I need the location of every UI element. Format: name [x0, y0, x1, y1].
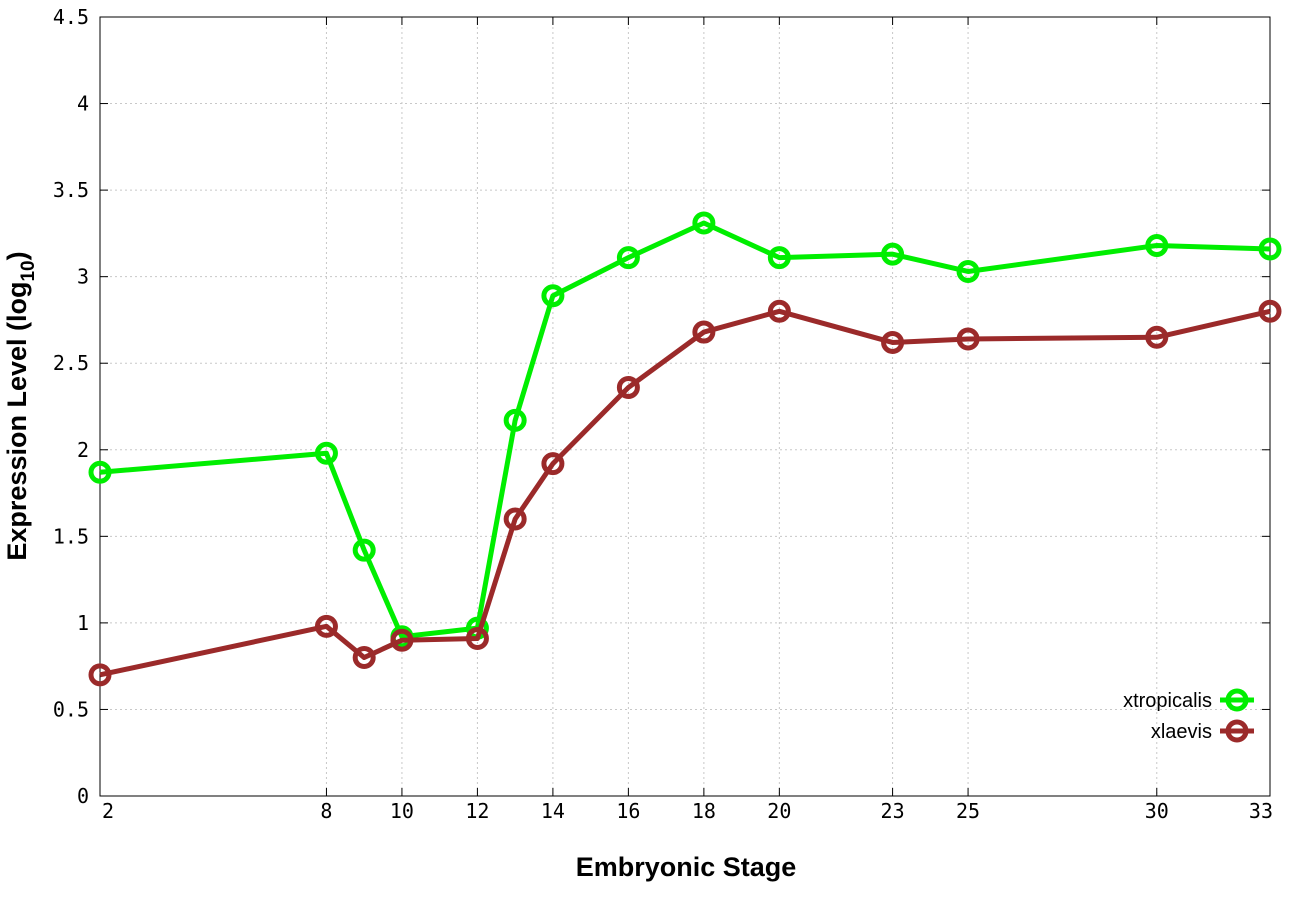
- y-axis-title-main: Expression Level (log: [2, 282, 32, 561]
- legend-entry: xlaevis: [1151, 719, 1254, 743]
- y-tick-label: 1.5: [53, 524, 89, 548]
- plot-area-border: [99, 16, 1271, 797]
- legend: xtropicalis xlaevis: [1123, 688, 1254, 743]
- data-point-xlaevis: [1258, 299, 1282, 323]
- y-tick-label: 1: [77, 611, 89, 635]
- legend-marker-swatch: [1225, 688, 1249, 712]
- x-tick-label: 30: [1145, 799, 1169, 823]
- y-axis-title-subscript: 10: [18, 260, 39, 281]
- data-point-xlaevis: [956, 327, 980, 351]
- data-point-xtropicalis: [692, 211, 716, 235]
- y-tick-label: 3.5: [53, 178, 89, 202]
- x-tick-label: 23: [881, 799, 905, 823]
- series-line-xtropicalis: [99, 220, 1271, 640]
- y-tick-label: 0: [77, 784, 89, 808]
- y-tick-label: 3: [77, 265, 89, 289]
- data-point-xlaevis: [88, 663, 112, 687]
- data-point-xtropicalis: [956, 259, 980, 283]
- x-tick-label: 20: [767, 799, 791, 823]
- data-point-xlaevis: [692, 320, 716, 344]
- y-tick-label: 2.5: [53, 351, 89, 375]
- data-point-xlaevis: [767, 299, 791, 323]
- data-point-xlaevis: [503, 507, 527, 531]
- x-tick-label: 33: [1249, 799, 1273, 823]
- y-axis-title: Expression Level (log10): [2, 251, 39, 560]
- data-point-xlaevis: [541, 452, 565, 476]
- data-point-xtropicalis: [616, 246, 640, 270]
- x-tick-label: 2: [102, 799, 114, 823]
- data-point-xtropicalis: [1145, 234, 1169, 258]
- x-tick-label: 25: [956, 799, 980, 823]
- legend-label: xlaevis: [1151, 721, 1212, 743]
- y-tick-label: 0.5: [53, 697, 89, 721]
- data-point-xlaevis: [881, 330, 905, 354]
- grid: [100, 17, 1270, 796]
- series-xtropicalis: [88, 211, 1282, 649]
- data-point-xlaevis: [314, 614, 338, 638]
- x-tick-label: 14: [541, 799, 565, 823]
- y-tick-label: 2: [77, 438, 89, 462]
- x-tick-label: 18: [692, 799, 716, 823]
- data-point-xtropicalis: [881, 242, 905, 266]
- legend-entry: xtropicalis: [1123, 688, 1254, 712]
- y-tick-label: 4.5: [53, 5, 89, 29]
- data-point-xtropicalis: [88, 460, 112, 484]
- data-point-xlaevis: [616, 375, 640, 399]
- data-series: [88, 211, 1282, 687]
- x-tick-label: 12: [465, 799, 489, 823]
- data-point-xtropicalis: [314, 441, 338, 465]
- y-tick-label: 4: [77, 92, 89, 116]
- x-tick-label: 16: [616, 799, 640, 823]
- x-tick-label: 10: [390, 799, 414, 823]
- y-axis-title-close: ): [2, 251, 32, 260]
- legend-label: xtropicalis: [1123, 690, 1212, 712]
- data-point-xtropicalis: [541, 284, 565, 308]
- series-xlaevis: [88, 299, 1282, 687]
- x-tick-label: 8: [320, 799, 332, 823]
- data-point-xtropicalis: [767, 246, 791, 270]
- data-point-xlaevis: [352, 646, 376, 670]
- data-point-xlaevis: [1145, 325, 1169, 349]
- axis-ticks: 0 0.5 1 1.5 2 2.5 3 3.5 4 4.5 2 8 10 12 14 16 18 20 23 25 30…: [53, 5, 1273, 823]
- legend-marker-swatch: [1225, 719, 1249, 743]
- data-point-xtropicalis: [1258, 237, 1282, 261]
- x-axis-title: Embryonic Stage: [576, 852, 797, 882]
- data-point-xlaevis: [465, 626, 489, 650]
- data-point-xlaevis: [390, 628, 414, 652]
- data-point-xtropicalis: [503, 408, 527, 432]
- data-point-xtropicalis: [352, 538, 376, 562]
